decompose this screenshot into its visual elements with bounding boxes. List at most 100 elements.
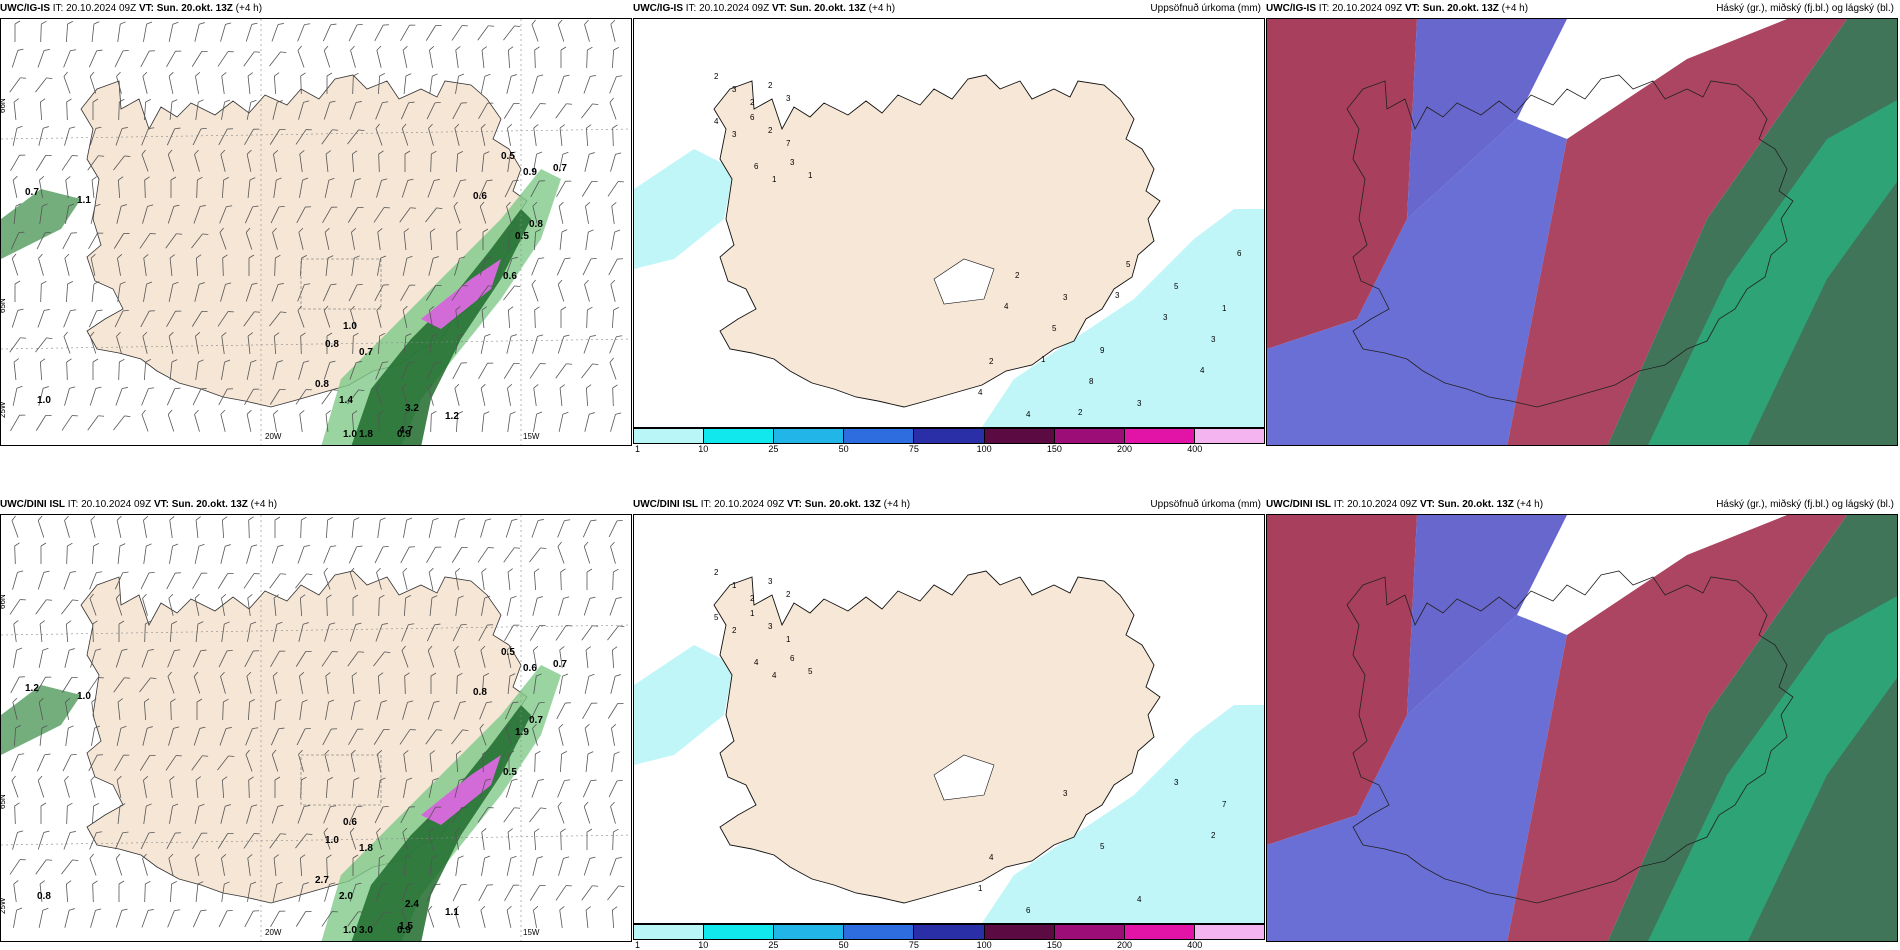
wind-barb bbox=[270, 206, 285, 224]
wind-barb bbox=[374, 284, 390, 302]
wind-barb bbox=[584, 412, 595, 432]
wind-barb bbox=[323, 305, 331, 328]
wind-barb bbox=[455, 595, 464, 616]
wind-barb bbox=[586, 568, 593, 590]
wind-barb bbox=[118, 620, 125, 642]
wind-barb bbox=[299, 854, 306, 877]
valid-time: VT: Sun. 20.okt. 13Z bbox=[1404, 3, 1499, 14]
wind-barb bbox=[295, 129, 312, 145]
wind-barb bbox=[323, 545, 337, 564]
wind-barb bbox=[533, 673, 542, 694]
colorbar-swatch bbox=[1054, 925, 1125, 939]
wind-barb bbox=[583, 335, 596, 354]
wind-barb bbox=[35, 599, 53, 615]
wind-barb bbox=[559, 384, 565, 406]
wind-barb bbox=[584, 723, 590, 746]
precip-number: 2 bbox=[1211, 831, 1216, 840]
wind-barb bbox=[533, 646, 539, 668]
wind-barb bbox=[611, 307, 620, 329]
wind-barb bbox=[347, 206, 364, 223]
wind-barb bbox=[298, 882, 309, 902]
wind-barb bbox=[321, 911, 338, 927]
wind-barb bbox=[403, 228, 409, 250]
wind-barb bbox=[113, 155, 131, 171]
precip-value-label: 0.6 bbox=[503, 271, 517, 282]
wind-barb bbox=[430, 410, 437, 433]
wind-barb bbox=[61, 415, 78, 431]
wind-barb bbox=[503, 25, 521, 41]
wind-barb bbox=[401, 883, 415, 902]
wind-barb bbox=[247, 594, 253, 616]
wind-barb bbox=[347, 911, 365, 927]
colorbar-swatch bbox=[1054, 429, 1125, 443]
wind-barb bbox=[581, 625, 599, 641]
wind-barb bbox=[194, 593, 200, 616]
wind-barb bbox=[325, 699, 335, 720]
wind-barb bbox=[40, 280, 47, 303]
wind-barb bbox=[10, 231, 25, 250]
precip-number: 4 bbox=[978, 388, 983, 397]
wind-barb bbox=[505, 518, 518, 538]
wind-barb bbox=[529, 363, 546, 379]
wind-barb bbox=[348, 545, 363, 564]
wind-barb bbox=[194, 409, 200, 432]
wind-barb bbox=[191, 310, 208, 327]
wind-barb bbox=[559, 124, 565, 146]
axis-label: 66N bbox=[1, 594, 7, 609]
colorbar-tick-label: 10 bbox=[698, 940, 709, 950]
wind-barb bbox=[376, 827, 382, 850]
wind-barb bbox=[66, 358, 72, 381]
wind-barb bbox=[139, 677, 157, 693]
wind-barb bbox=[298, 749, 304, 772]
wind-barb bbox=[273, 699, 282, 720]
wind-barb bbox=[299, 699, 308, 720]
wind-barb bbox=[607, 885, 625, 901]
wind-barb bbox=[454, 645, 460, 668]
wind-barb bbox=[166, 310, 182, 327]
wind-barb bbox=[90, 775, 96, 798]
wind-barb bbox=[222, 698, 229, 721]
axis-label: 25W bbox=[1, 897, 7, 914]
wind-barb bbox=[143, 99, 152, 121]
wind-barb bbox=[323, 805, 337, 824]
wind-barb bbox=[402, 700, 414, 720]
precip-number: 5 bbox=[808, 667, 813, 676]
precip-number: 2 bbox=[786, 590, 791, 599]
wind-barb bbox=[274, 254, 281, 277]
wind-barb bbox=[142, 331, 148, 354]
wind-barb bbox=[63, 71, 71, 94]
precip-shading-west bbox=[1, 189, 81, 259]
wind-barb bbox=[429, 46, 435, 68]
precip-value-label: 0.7 bbox=[553, 659, 567, 670]
wind-barb bbox=[63, 571, 76, 590]
wind-barb bbox=[113, 677, 131, 693]
colorbar-swatch bbox=[634, 925, 705, 939]
glacier-area bbox=[933, 258, 995, 305]
wind-barb bbox=[426, 546, 442, 563]
grid-line bbox=[1, 338, 631, 350]
precip-number: 1 bbox=[786, 635, 791, 644]
wind-barb bbox=[117, 803, 126, 824]
colorbar-swatch bbox=[914, 429, 985, 443]
wind-barb bbox=[453, 701, 466, 720]
wind-barb bbox=[90, 253, 96, 276]
wind-barb bbox=[428, 827, 434, 850]
wind-barb bbox=[116, 725, 127, 746]
precip-number: 5 bbox=[714, 613, 719, 622]
wind-barb bbox=[607, 625, 625, 641]
wind-barb bbox=[245, 282, 258, 302]
wind-barb bbox=[506, 855, 517, 876]
wind-barb bbox=[322, 728, 338, 746]
wind-barb bbox=[194, 149, 200, 172]
iceland-land bbox=[80, 570, 528, 904]
wind-barb bbox=[168, 853, 174, 876]
wind-barb bbox=[167, 409, 175, 432]
wind-barb bbox=[506, 645, 512, 668]
wind-map-svg: 0.7 1.1 0.5 0.6 0.9 0.7 0.8 1.0 0.7 1.4 0.8 1.8 3.2 4… bbox=[1, 19, 631, 445]
wind-barb bbox=[585, 202, 591, 224]
wind-barb bbox=[507, 828, 513, 850]
wind-barb bbox=[298, 100, 310, 120]
precip-number: 5 bbox=[1100, 842, 1105, 851]
wind-barb bbox=[351, 410, 358, 433]
wind-barb bbox=[115, 853, 123, 876]
